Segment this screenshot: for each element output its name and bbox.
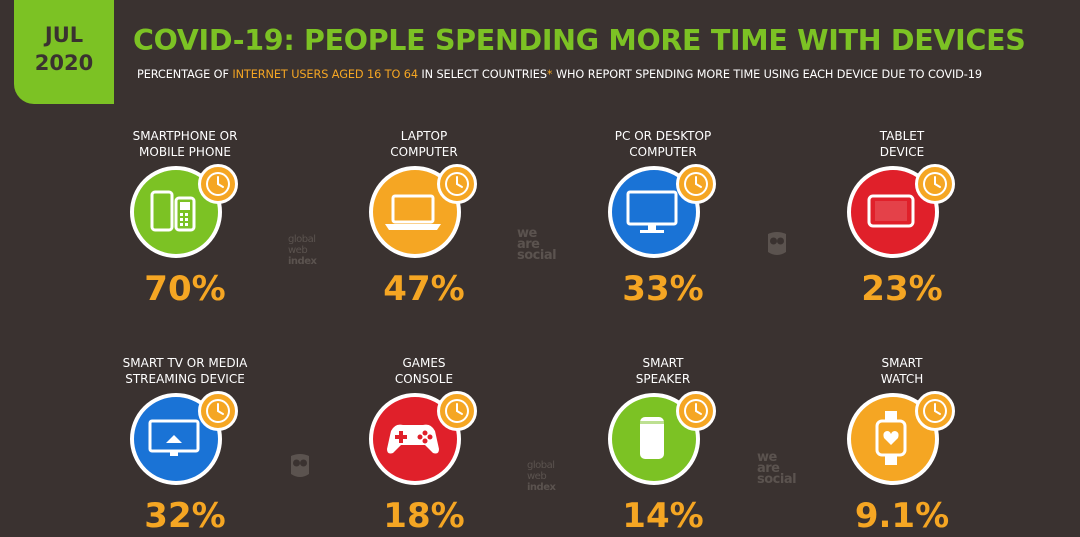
hootsuite-owl-icon — [768, 232, 786, 255]
gwi-watermark-word: index — [527, 482, 556, 493]
device-value: 47% — [383, 269, 465, 309]
device-label-line: SMART — [881, 356, 923, 370]
clock-icon — [198, 391, 238, 431]
was-watermark-word: social — [757, 472, 797, 487]
device-circle — [130, 166, 222, 258]
device-label: PC OR DESKTOP COMPUTER — [563, 128, 763, 160]
subtitle-part3: WHO REPORT SPENDING MORE TIME USING EACH… — [552, 68, 982, 81]
smartwatch-icon — [875, 411, 907, 465]
gwi-watermark-word: global — [527, 460, 555, 471]
smartphone-icon — [150, 190, 196, 232]
clock-icon — [198, 164, 238, 204]
device-label-line: SPEAKER — [635, 372, 691, 386]
device-label-line: DEVICE — [879, 145, 925, 159]
clock-icon — [915, 391, 955, 431]
device-label-line: PC OR DESKTOP — [614, 129, 712, 143]
subtitle-star: * — [546, 68, 553, 81]
badge-month: JUL — [44, 23, 84, 47]
subtitle-part1: PERCENTAGE OF — [137, 68, 233, 81]
device-value: 23% — [861, 269, 943, 309]
page-subtitle: PERCENTAGE OF INTERNET USERS AGED 16 TO … — [137, 68, 982, 81]
device-label-line: WATCH — [880, 372, 924, 386]
badge-year: 2020 — [34, 51, 94, 75]
device-value: 32% — [144, 496, 226, 536]
smart-tv-icon — [148, 419, 200, 456]
gwi-watermark-word: web — [288, 245, 308, 256]
device-label: GAMES CONSOLE — [324, 355, 524, 387]
device-value: 70% — [144, 269, 226, 309]
clock-icon — [676, 164, 716, 204]
device-label-line: STREAMING DEVICE — [125, 372, 245, 386]
device-label-line: TABLET — [879, 129, 925, 143]
device-label: SMART WATCH — [802, 355, 1002, 387]
date-badge: JUL 2020 — [14, 0, 114, 104]
gwi-watermark-word: web — [527, 471, 547, 482]
hootsuite-owl-icon — [291, 454, 309, 477]
device-value: 33% — [622, 269, 704, 309]
was-watermark-2: we are social — [757, 450, 797, 487]
device-value: 18% — [383, 496, 465, 536]
tablet-icon — [867, 194, 915, 228]
subtitle-highlight: INTERNET USERS AGED 16 TO 64 — [232, 68, 418, 81]
device-label: SMART SPEAKER — [563, 355, 763, 387]
device-label-line: GAMES — [402, 356, 446, 370]
device-label-line: COMPUTER — [390, 145, 458, 159]
was-watermark-word: social — [517, 248, 557, 263]
clock-icon — [437, 391, 477, 431]
smart-speaker-icon — [640, 417, 664, 459]
device-value: 9.1% — [854, 496, 950, 536]
was-watermark-1: we are social — [517, 226, 557, 263]
laptop-icon — [385, 194, 441, 230]
gwi-watermark-word: global — [288, 234, 316, 245]
device-label-line: SMARTPHONE OR — [132, 129, 238, 143]
device-label: LAPTOP COMPUTER — [324, 128, 524, 160]
device-label-line: CONSOLE — [394, 372, 454, 386]
device-value: 14% — [622, 496, 704, 536]
desktop-icon — [626, 190, 678, 233]
gwi-watermark-2: global web index — [527, 460, 556, 493]
clock-icon — [437, 164, 477, 204]
device-label-line: MOBILE PHONE — [139, 145, 231, 159]
device-label: TABLET DEVICE — [802, 128, 1002, 160]
device-label: SMART TV OR MEDIA STREAMING DEVICE — [85, 355, 285, 387]
was-watermark-word: we — [757, 450, 777, 465]
gwi-watermark-1: global web index — [288, 234, 317, 267]
gwi-watermark-word: index — [288, 256, 317, 267]
device-label-line: SMART — [642, 356, 684, 370]
was-watermark-word: are — [517, 237, 540, 252]
device-circle — [847, 166, 939, 258]
device-circle — [608, 393, 700, 485]
was-watermark-word: are — [757, 461, 780, 476]
clock-icon — [915, 164, 955, 204]
subtitle-part2: IN SELECT COUNTRIES — [417, 68, 547, 81]
device-label-line: SMART TV OR MEDIA — [122, 356, 248, 370]
device-circle — [369, 166, 461, 258]
device-label-line: COMPUTER — [629, 145, 697, 159]
page-title: COVID-19: PEOPLE SPENDING MORE TIME WITH… — [133, 24, 1026, 57]
gamepad-icon — [387, 424, 439, 454]
was-watermark-word: we — [517, 226, 537, 241]
device-label-line: LAPTOP — [400, 129, 448, 143]
device-label: SMARTPHONE OR MOBILE PHONE — [85, 128, 285, 160]
clock-icon — [676, 391, 716, 431]
